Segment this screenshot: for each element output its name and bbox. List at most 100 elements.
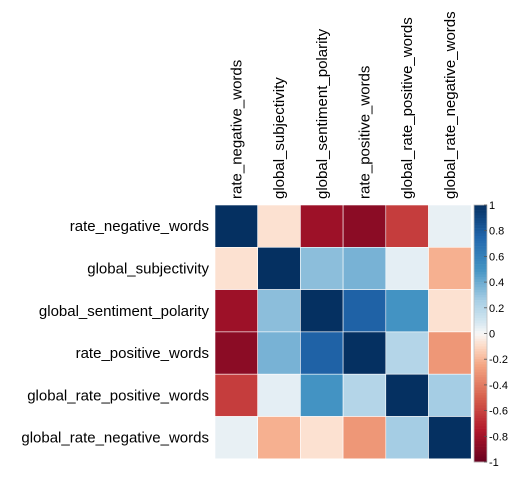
colorbar-strip-70 (474, 384, 487, 388)
colorbar-strip-50 (474, 333, 487, 337)
row-label-2: global_sentiment_polarity (39, 303, 210, 320)
colorbar-strip-80 (474, 410, 487, 414)
colorbar-strip-46 (474, 323, 487, 327)
colorbar-strip-16 (474, 246, 487, 249)
heatmap-cell-r5-c5 (428, 416, 472, 460)
colorbar-strip-37 (474, 300, 487, 303)
column-label-0: rate_negative_words (228, 60, 245, 199)
heatmap-cell-r2-c0 (214, 289, 259, 333)
colorbar-strip-84 (474, 420, 487, 424)
colorbar-strip-99 (474, 459, 487, 463)
heatmap-cell-r1-c2 (300, 247, 344, 290)
colorbar-strip-77 (474, 402, 487, 406)
colorbar-tick-label-4: 0.2 (489, 303, 504, 315)
colorbar-strip-68 (474, 379, 487, 383)
colorbar-strip-36 (474, 297, 487, 301)
row-label-0: rate_negative_words (70, 218, 209, 235)
colorbar-strip-48 (474, 328, 487, 332)
heatmap-cell-r5-c1 (257, 416, 301, 460)
colorbar-strip-26 (474, 271, 487, 275)
colorbar-strip-44 (474, 318, 487, 321)
colorbar-strip-83 (474, 418, 487, 422)
colorbar-strip-74 (474, 395, 487, 399)
colorbar-strip-89 (474, 433, 487, 437)
colorbar-strip-93 (474, 444, 487, 447)
colorbar-strip-62 (474, 364, 487, 368)
colorbar-strip-96 (474, 451, 487, 455)
colorbar-tick-label-9: -0.8 (489, 431, 508, 443)
heatmap-cell-r1-c0 (214, 247, 259, 290)
heatmap-cell-r1-c4 (385, 247, 429, 290)
colorbar-strip-30 (474, 282, 487, 285)
colorbar-strip-5 (474, 217, 487, 221)
colorbar-strip-23 (474, 264, 487, 267)
colorbar-strip-52 (474, 338, 487, 342)
column-label-2: global_sentiment_polarity (314, 28, 331, 199)
colorbar-strip-31 (474, 284, 487, 288)
colorbar-strip-72 (474, 390, 487, 393)
row-label-5: global_rate_negative_words (21, 430, 209, 447)
colorbar: 1 0.8 0.6 0.4 0.2 0 -0.2 -0.4 -0.6 -0.8 -1 (473, 200, 508, 469)
row-labels: rate_negative_words global_subjectivitygl… (21, 218, 209, 447)
colorbar-strip-19 (474, 253, 487, 257)
column-label-1: global_subjectivity (271, 77, 288, 199)
colorbar-strip-42 (474, 312, 487, 316)
colorbar-strip-92 (474, 441, 487, 445)
colorbar-strip-14 (474, 240, 487, 244)
colorbar-tick-label-7: -0.4 (489, 380, 508, 392)
colorbar-strip-28 (474, 276, 487, 280)
heatmap-cell-r2-c3 (342, 289, 387, 333)
colorbar-tick-label-10: -1 (489, 457, 499, 469)
colorbar-strip-22 (474, 261, 487, 265)
heatmap-cell-r3-c2 (300, 331, 344, 375)
heatmap-cell-r4-c3 (342, 373, 387, 417)
colorbar-strip-33 (474, 289, 487, 293)
colorbar-strip-27 (474, 274, 487, 278)
heatmap-cell-r3-c1 (257, 331, 301, 375)
heatmap-cell-r5-c0 (214, 416, 259, 460)
colorbar-strip-76 (474, 400, 487, 404)
heatmap-cell-r2-c4 (385, 289, 429, 333)
colorbar-strip-49 (474, 330, 487, 334)
colorbar-strip-18 (474, 251, 487, 255)
colorbar-strip-24 (474, 266, 487, 270)
colorbar-strip-45 (474, 320, 487, 324)
colorbar-strip-35 (474, 294, 487, 298)
colorbar-strip-7 (474, 222, 487, 226)
colorbar-strip-29 (474, 279, 487, 283)
column-labels: rate_negative_words global_subjectivity gl… (228, 11, 459, 199)
colorbar-strip-3 (474, 212, 487, 216)
heatmap-cell-r3-c0 (214, 331, 259, 375)
colorbar-strip-4 (474, 215, 487, 219)
colorbar-tick-label-1: 0.8 (489, 226, 504, 238)
colorbar-strip-10 (474, 230, 487, 234)
colorbar-strip-55 (474, 346, 487, 350)
colorbar-strip-53 (474, 341, 487, 345)
heatmap-cell-r4-c4 (385, 373, 429, 417)
colorbar-strip-12 (474, 235, 487, 239)
heatmap-cell-r4-c1 (257, 373, 301, 417)
colorbar-strip-54 (474, 343, 487, 347)
colorbar-strip-38 (474, 302, 487, 306)
colorbar-strip-59 (474, 356, 487, 360)
colorbar-strip-56 (474, 348, 487, 352)
colorbar-strip-66 (474, 374, 487, 378)
colorbar-strip-41 (474, 310, 487, 314)
colorbar-strip-69 (474, 382, 487, 386)
heatmap-cell-r4-c5 (428, 373, 472, 417)
heatmap-cell-r2-c5 (428, 289, 472, 333)
colorbar-tick-label-6: -0.2 (489, 354, 508, 366)
heatmap-cell-r0-c4 (385, 204, 429, 248)
heatmap-cell-r3-c5 (428, 331, 472, 375)
heatmap-cell-r0-c1 (257, 204, 301, 248)
heatmap-cell-r1-c1 (257, 247, 301, 290)
heatmap-cell-r5-c4 (385, 416, 429, 460)
row-label-3: rate_positive_words (76, 345, 209, 362)
colorbar-strip-9 (474, 228, 487, 231)
colorbar-strip-79 (474, 408, 487, 411)
heatmap-cell-r1-c5 (428, 247, 472, 290)
colorbar-strip-25 (474, 269, 487, 273)
colorbar-strip-94 (474, 446, 487, 450)
colorbar-strip-43 (474, 315, 487, 319)
